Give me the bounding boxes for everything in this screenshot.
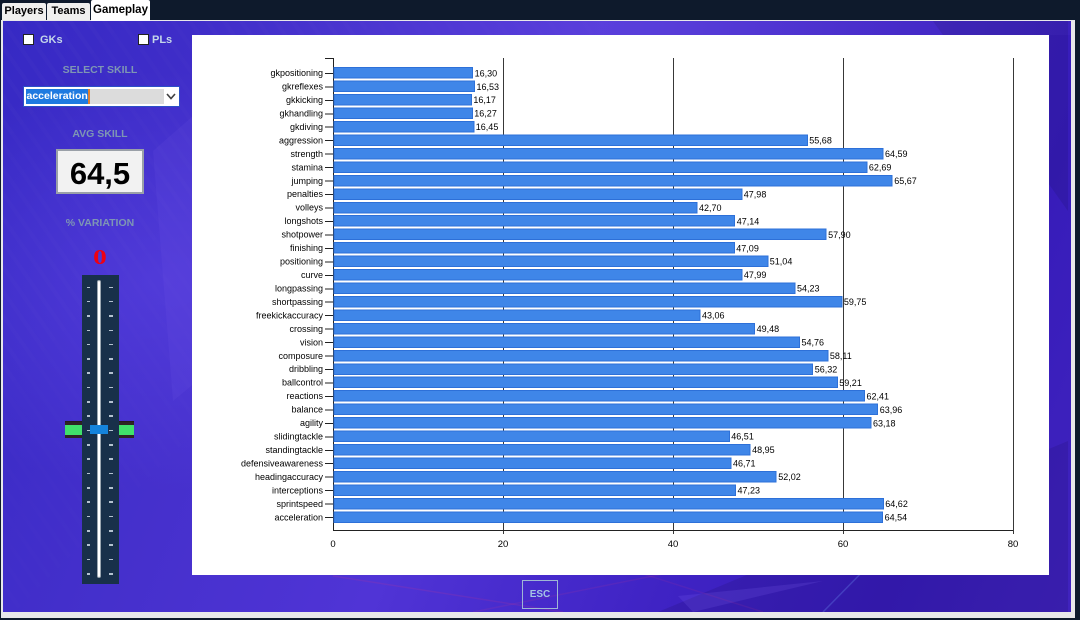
svg-text:strength: strength: [290, 149, 323, 159]
svg-text:63,96: 63,96: [880, 405, 903, 415]
svg-text:ballcontrol: ballcontrol: [282, 378, 323, 388]
svg-text:16,27: 16,27: [474, 109, 497, 119]
svg-text:vision: vision: [300, 337, 323, 347]
svg-text:defensiveawareness: defensiveawareness: [241, 458, 324, 468]
svg-text:gkhandling: gkhandling: [279, 108, 323, 118]
svg-text:47,23: 47,23: [738, 486, 761, 496]
svg-text:agility: agility: [300, 418, 324, 428]
svg-text:longshots: longshots: [284, 216, 323, 226]
svg-text:sprintspeed: sprintspeed: [276, 499, 323, 509]
svg-text:46,51: 46,51: [731, 432, 754, 442]
svg-text:47,14: 47,14: [737, 216, 760, 226]
svg-text:crossing: crossing: [289, 324, 323, 334]
svg-text:gkreflexes: gkreflexes: [282, 82, 324, 92]
svg-text:penalties: penalties: [287, 189, 324, 199]
svg-text:dribbling: dribbling: [289, 364, 323, 374]
svg-text:64,59: 64,59: [885, 149, 908, 159]
svg-text:gkdiving: gkdiving: [290, 122, 323, 132]
svg-text:curve: curve: [301, 270, 323, 280]
svg-text:40: 40: [668, 539, 679, 550]
svg-text:51,04: 51,04: [770, 257, 793, 267]
svg-text:49,48: 49,48: [757, 324, 780, 334]
svg-text:16,45: 16,45: [476, 122, 499, 132]
svg-text:freekickaccuracy: freekickaccuracy: [256, 310, 324, 320]
svg-text:longpassing: longpassing: [275, 283, 323, 293]
svg-text:gkpositioning: gkpositioning: [270, 68, 323, 78]
svg-text:stamina: stamina: [291, 162, 323, 172]
svg-text:57,90: 57,90: [828, 230, 851, 240]
svg-text:volleys: volleys: [295, 203, 323, 213]
svg-text:aggression: aggression: [279, 135, 323, 145]
svg-text:16,53: 16,53: [477, 82, 500, 92]
svg-text:headingaccuracy: headingaccuracy: [255, 472, 324, 482]
svg-text:shotpower: shotpower: [281, 230, 323, 240]
svg-text:positioning: positioning: [280, 257, 323, 267]
svg-text:shortpassing: shortpassing: [272, 297, 323, 307]
svg-text:43,06: 43,06: [702, 311, 725, 321]
svg-text:59,21: 59,21: [839, 378, 862, 388]
svg-text:42,70: 42,70: [699, 203, 722, 213]
svg-text:finishing: finishing: [290, 243, 323, 253]
svg-text:64,54: 64,54: [885, 512, 908, 522]
svg-text:interceptions: interceptions: [272, 485, 324, 495]
svg-text:47,09: 47,09: [736, 243, 759, 253]
svg-text:65,67: 65,67: [894, 176, 917, 186]
svg-text:standingtackle: standingtackle: [265, 445, 323, 455]
svg-text:60: 60: [838, 539, 849, 550]
svg-text:reactions: reactions: [286, 391, 323, 401]
svg-text:47,98: 47,98: [744, 189, 767, 199]
svg-text:63,18: 63,18: [873, 418, 896, 428]
svg-text:20: 20: [498, 539, 509, 550]
svg-text:48,95: 48,95: [752, 445, 775, 455]
svg-text:64,62: 64,62: [885, 499, 908, 509]
svg-text:balance: balance: [291, 405, 323, 415]
svg-text:62,41: 62,41: [867, 391, 890, 401]
svg-text:16,30: 16,30: [475, 68, 498, 78]
svg-text:55,68: 55,68: [809, 136, 832, 146]
svg-text:composure: composure: [278, 351, 323, 361]
svg-text:80: 80: [1008, 539, 1019, 550]
svg-text:52,02: 52,02: [778, 472, 801, 482]
svg-text:59,75: 59,75: [844, 297, 867, 307]
svg-text:62,69: 62,69: [869, 163, 892, 173]
svg-text:47,99: 47,99: [744, 270, 767, 280]
svg-text:54,76: 54,76: [802, 338, 825, 348]
svg-text:58,11: 58,11: [830, 351, 852, 361]
svg-text:56,32: 56,32: [815, 364, 838, 374]
svg-text:jumping: jumping: [290, 176, 323, 186]
svg-text:46,71: 46,71: [733, 459, 756, 469]
svg-text:gkkicking: gkkicking: [286, 95, 323, 105]
svg-text:54,23: 54,23: [797, 284, 820, 294]
svg-text:0: 0: [330, 539, 335, 550]
svg-text:acceleration: acceleration: [274, 512, 323, 522]
svg-text:slidingtackle: slidingtackle: [274, 432, 323, 442]
svg-text:16,17: 16,17: [473, 95, 496, 105]
